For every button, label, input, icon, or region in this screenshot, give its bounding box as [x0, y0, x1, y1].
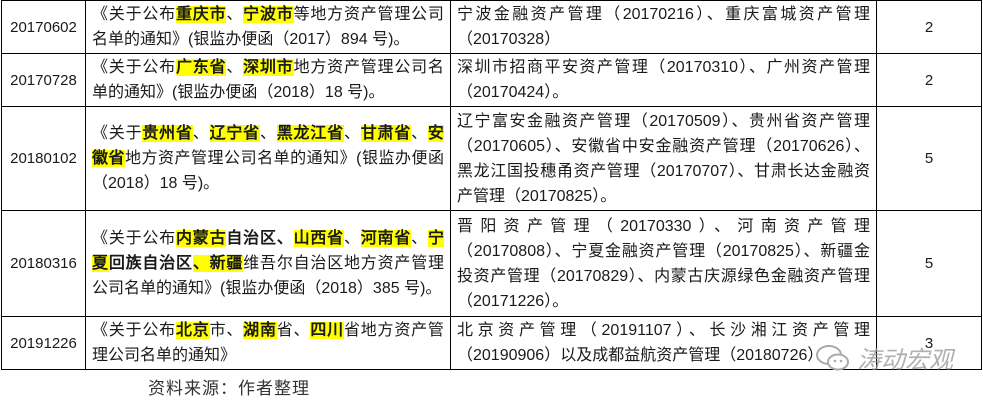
highlighted-region: 河南省 [360, 230, 412, 247]
notice-text: 省、 [276, 322, 311, 339]
companies-cell: 北京资产管理（20191107）、长沙湘江资产管理（20190906）以及成都益… [450, 316, 877, 370]
count-cell: 5 [876, 106, 982, 211]
highlighted-region: 贵州省 [142, 125, 193, 142]
table-row: 20180102 《关于贵州省、辽宁省、黑龙江省、甘肃省、安徽省地方资产管理公司名… [1, 106, 982, 211]
notice-cell: 《关于公布北京市、湖南省、四川省地方资产管理公司名单的通知》 [85, 316, 451, 370]
highlighted-region: 黑龙江省 [276, 125, 344, 142]
notice-text: 回族自治区 [108, 255, 193, 272]
date-cell: 20180102 [1, 106, 86, 211]
notice-cell: 《关于贵州省、辽宁省、黑龙江省、甘肃省、安徽省地方资产管理公司名单的通知》(银监… [85, 106, 451, 211]
notice-text: 地方资产管理公司名单的通知》(银监办便函（2018）18 号)。 [92, 150, 444, 192]
companies-cell: 宁波金融资产管理（20170216）、重庆富城资产管理（20170328） [450, 0, 877, 54]
notice-text: 《关于公布 [92, 230, 176, 247]
notice-text: 《关于公布 [92, 6, 176, 23]
notice-text: 《关于 [92, 125, 143, 142]
notice-cell: 《关于公布内蒙古自治区、山西省、河南省、宁夏回族自治区、新疆维吾尔自治区地方资产… [85, 210, 451, 317]
highlighted-region: 深圳市 [243, 59, 294, 76]
notice-cell: 《关于公布广东省、深圳市地方资产管理公司名单的通知》(银监办便函（2018）18… [85, 53, 451, 107]
count-cell: 3 [876, 316, 982, 370]
notice-text: 、 [259, 125, 277, 142]
notice-text: 《关于公布 [92, 322, 176, 339]
watermark-text: 涛动宏观 [857, 347, 953, 374]
count-cell: 5 [876, 210, 982, 317]
notice-text: 自治区、 [226, 230, 294, 247]
count-cell: 2 [876, 53, 982, 107]
notice-text: 市、 [209, 322, 244, 339]
notice-text: 《关于公布 [92, 59, 176, 76]
notice-text: 、 [192, 125, 210, 142]
table-row: 20170728 《关于公布广东省、深圳市地方资产管理公司名单的通知》(银监办便函… [1, 53, 982, 107]
date-cell: 20180316 [1, 210, 86, 317]
notice-text: 、 [411, 230, 428, 247]
notice-text: 地方资产管理公司名单的通知》(银监办便函（2018）18 号)。 [92, 59, 444, 101]
notice-text: 等地方资产管理公司名单的通知》(银监办便函（2017）894 号)。 [92, 6, 444, 48]
highlighted-region: 宁波市 [243, 6, 294, 23]
date-cell: 20170728 [1, 53, 86, 107]
companies-cell: 晋阳资产管理（20170330）、河南资产管理（20170808）、宁夏金融资产… [450, 210, 877, 317]
local-amc-table: 20170602 《关于公布重庆市、宁波市等地方资产管理公司名单的通知》(银监办便… [1, 0, 982, 370]
notice-text: 、 [343, 230, 361, 247]
notice-text: 、 [411, 125, 428, 142]
highlighted-region: 湖南 [243, 322, 277, 339]
notice-text: 省地方资产管理公司名单的通知》 [92, 322, 444, 364]
highlighted-region: 北京 [175, 322, 210, 339]
notice-text: 、 [226, 6, 244, 23]
table-row: 20191226 《关于公布北京市、湖南省、四川省地方资产管理公司名单的通知》 北京… [1, 316, 982, 370]
notice-cell: 《关于公布重庆市、宁波市等地方资产管理公司名单的通知》(银监办便函（2017）8… [85, 0, 451, 54]
notice-text: 、 [343, 125, 361, 142]
highlighted-region: 、新疆 [192, 255, 244, 272]
source-caption: 资料来源：作者整理 [148, 379, 310, 398]
highlighted-region: 内蒙古 [175, 230, 227, 247]
companies-cell: 深圳市招商平安资产管理（20170310）、广州资产管理（20170424）。 [450, 53, 877, 107]
highlighted-region: 广东省 [175, 59, 227, 76]
highlighted-region: 辽宁省 [209, 125, 260, 142]
table-row: 20170602 《关于公布重庆市、宁波市等地方资产管理公司名单的通知》(银监办便… [1, 0, 982, 54]
highlighted-region: 四川 [310, 322, 344, 339]
wechat-icon [816, 344, 849, 370]
table-row: 20180316 《关于公布内蒙古自治区、山西省、河南省、宁夏回族自治区、新疆维吾… [1, 210, 982, 317]
watermark: 涛动宏观 [815, 340, 953, 375]
highlighted-region: 重庆市 [175, 6, 227, 23]
highlighted-region: 山西省 [293, 230, 344, 247]
count-cell: 2 [876, 0, 982, 54]
companies-cell: 辽宁富安金融资产管理（20170509）、贵州省资产管理（20170605）、安… [450, 106, 877, 211]
notice-text: 、 [226, 59, 244, 76]
notice-text: 维吾尔自治区地方资产管理公司名单的通知》(银监办便函（2018）385 号)。 [92, 255, 444, 297]
date-cell: 20191226 [1, 316, 86, 370]
date-cell: 20170602 [1, 0, 86, 54]
highlighted-region: 甘肃省 [360, 125, 412, 142]
